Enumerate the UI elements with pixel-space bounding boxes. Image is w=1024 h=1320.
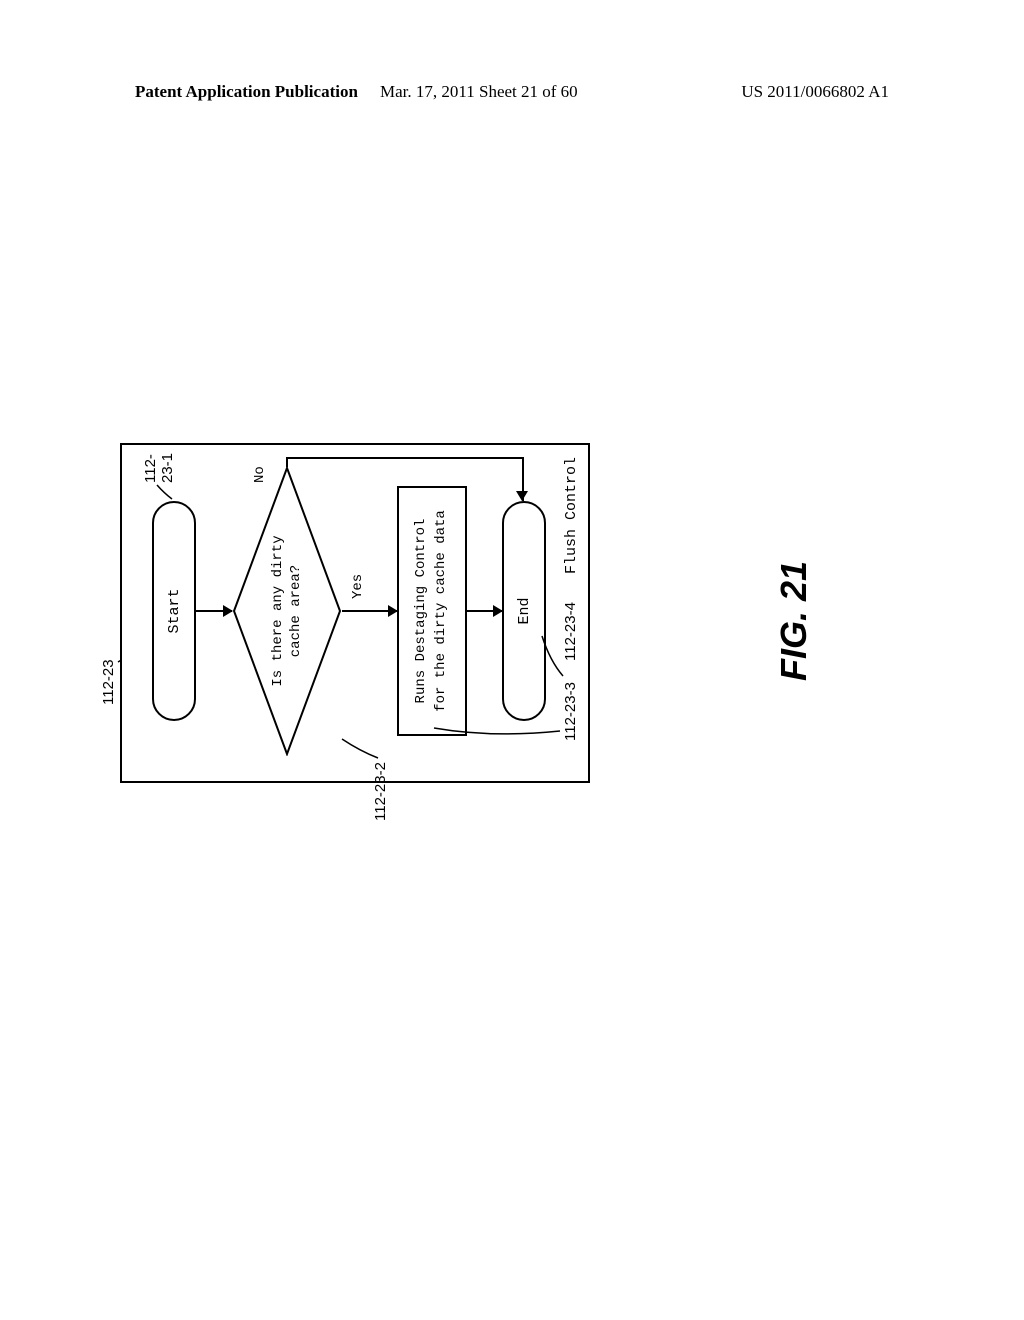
end-node: End xyxy=(502,501,546,721)
callout-line xyxy=(432,723,562,743)
arrow-decision-process xyxy=(342,610,397,612)
process-node: Runs Destaging Control for the dirty cac… xyxy=(397,486,467,736)
header-publication: Patent Application Publication xyxy=(135,82,358,102)
figure-number: FIG. 21 xyxy=(773,561,815,681)
no-path-v xyxy=(286,457,524,459)
page-header: Patent Application Publication Mar. 17, … xyxy=(0,82,1024,102)
callout-line xyxy=(340,736,380,761)
decision-node: Is there any dirty cache area? xyxy=(232,466,342,756)
callout-process-ref: 112-23-3 xyxy=(562,682,579,741)
start-label: Start xyxy=(166,589,183,634)
decision-label: Is there any dirty cache area? xyxy=(269,511,305,711)
callout-decision-ref: 112-23-2 xyxy=(372,762,389,821)
start-node: Start xyxy=(152,501,196,721)
no-path-arrowhead xyxy=(516,491,528,501)
callout-line xyxy=(540,631,565,681)
arrow-start-decision xyxy=(196,610,232,612)
callout-line xyxy=(154,483,174,501)
process-label: Runs Destaging Control for the dirty cac… xyxy=(412,510,451,712)
callout-main-ref: 112-23 xyxy=(100,659,117,705)
box-title: Flush Control xyxy=(563,457,580,574)
yes-label: Yes xyxy=(350,574,366,599)
no-label: No xyxy=(252,466,268,483)
callout-start-ref: 112-23-1 xyxy=(142,445,176,483)
header-patent-number: US 2011/0066802 A1 xyxy=(741,82,889,102)
flowchart-box: Flush Control Start 112-23-1 Is there an… xyxy=(120,443,590,783)
flowchart-container: 112-23 Flush Control Start 112-23-1 Is t… xyxy=(120,443,590,783)
arrow-process-end xyxy=(467,610,502,612)
end-label: End xyxy=(516,598,533,625)
header-date-sheet: Mar. 17, 2011 Sheet 21 of 60 xyxy=(380,82,578,102)
